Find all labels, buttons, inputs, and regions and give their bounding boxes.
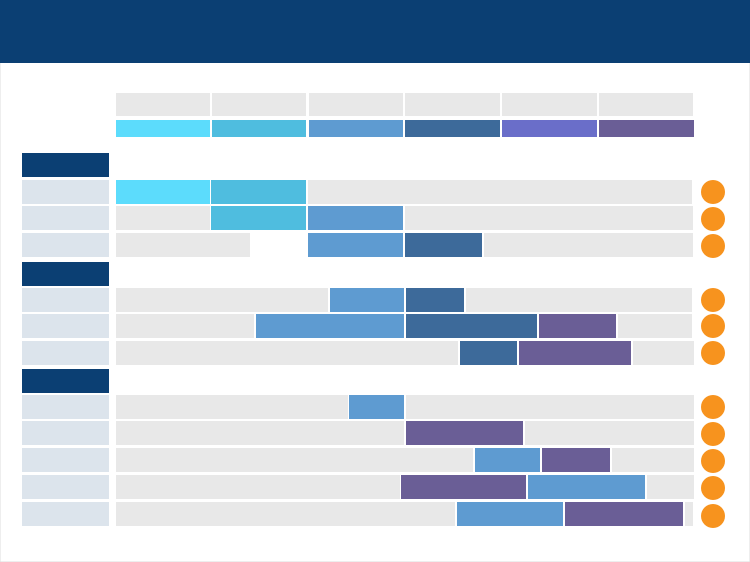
task-bar — [401, 475, 526, 499]
status-dot — [701, 207, 725, 231]
row-label — [22, 341, 109, 365]
task-bar — [116, 180, 210, 204]
status-dot — [701, 504, 725, 528]
row-track — [308, 180, 692, 204]
row-track — [618, 314, 692, 338]
status-dot — [701, 234, 725, 258]
status-dot — [701, 422, 725, 446]
row-track — [116, 314, 254, 338]
task-bar — [457, 502, 563, 526]
task-bar — [519, 341, 631, 365]
task-bar — [542, 448, 610, 472]
row-label — [22, 314, 109, 338]
status-dot — [701, 476, 725, 500]
row-label — [22, 475, 109, 499]
header-bar — [0, 0, 750, 63]
row-track — [116, 206, 210, 230]
row-track — [685, 502, 693, 526]
task-bar — [405, 233, 482, 257]
column-color — [309, 120, 403, 137]
row-label — [22, 395, 109, 419]
row-label — [22, 288, 109, 312]
row-label — [22, 502, 109, 526]
row-track — [406, 395, 694, 419]
task-bar — [528, 475, 645, 499]
row-label — [22, 233, 109, 257]
task-bar — [211, 180, 306, 204]
column-header — [599, 93, 693, 116]
column-header — [116, 93, 210, 116]
row-track — [116, 421, 404, 445]
row-track — [466, 288, 692, 312]
row-track — [633, 341, 694, 365]
column-color — [212, 120, 306, 137]
task-bar — [211, 206, 306, 230]
column-header — [212, 93, 306, 116]
task-bar — [308, 206, 403, 230]
column-color — [116, 120, 210, 137]
row-track — [116, 341, 458, 365]
column-header — [405, 93, 500, 116]
task-bar — [349, 395, 404, 419]
task-bar — [539, 314, 616, 338]
row-track — [525, 421, 694, 445]
column-header — [502, 93, 597, 116]
task-bar — [406, 421, 523, 445]
row-label — [22, 206, 109, 230]
row-label — [22, 448, 109, 472]
row-track — [647, 475, 694, 499]
section-header — [22, 262, 109, 286]
column-color — [502, 120, 597, 137]
status-dot — [701, 314, 725, 338]
status-dot — [701, 395, 725, 419]
row-label — [22, 421, 109, 445]
row-track — [116, 288, 328, 312]
row-track — [116, 448, 473, 472]
status-dot — [701, 449, 725, 473]
status-dot — [701, 288, 725, 312]
column-header — [309, 93, 403, 116]
task-bar — [475, 448, 540, 472]
column-headers — [116, 93, 694, 137]
column-color — [405, 120, 500, 137]
task-bar — [308, 233, 403, 257]
status-dots — [701, 180, 725, 528]
section-header — [22, 153, 109, 177]
task-bar — [406, 288, 464, 312]
row-track — [612, 448, 694, 472]
section-header — [22, 369, 109, 393]
task-bar — [565, 502, 683, 526]
task-bar — [406, 314, 537, 338]
task-bar — [330, 288, 404, 312]
column-color — [599, 120, 694, 137]
row-track — [116, 233, 250, 257]
task-bar — [256, 314, 404, 338]
timeline-rows — [116, 180, 694, 526]
row-track — [116, 502, 455, 526]
row-labels — [22, 153, 109, 526]
status-dot — [701, 341, 725, 365]
row-track — [484, 233, 693, 257]
status-dot — [701, 180, 725, 204]
row-track — [116, 475, 400, 499]
row-label — [22, 180, 109, 204]
row-track — [405, 206, 693, 230]
task-bar — [460, 341, 517, 365]
row-track — [116, 395, 348, 419]
